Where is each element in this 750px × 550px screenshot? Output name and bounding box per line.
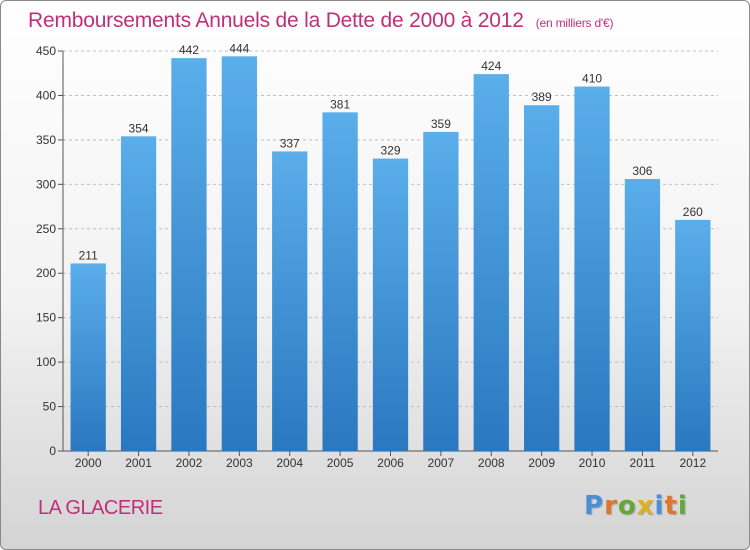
bar [322, 112, 358, 451]
bar-value-label: 354 [129, 121, 149, 135]
bar [675, 219, 711, 451]
x-tick-label: 2002 [176, 456, 203, 470]
y-tick-label: 250 [36, 222, 56, 236]
commune-name: LA GLACERIE [38, 497, 163, 519]
chart-title-text: Remboursements Annuels de la Dette de 20… [28, 9, 524, 32]
bar-value-label: 381 [330, 97, 350, 111]
bar [524, 105, 560, 451]
y-tick-label: 300 [36, 177, 56, 191]
bars [70, 56, 711, 452]
logo-letter: r [604, 491, 618, 521]
bar-value-label: 306 [632, 164, 652, 178]
bar [171, 58, 207, 451]
logo-letter: o [617, 491, 637, 521]
x-tick-label: 2009 [528, 456, 555, 470]
logo-letter: t [664, 491, 678, 521]
y-tick-label: 50 [43, 400, 57, 414]
bar [423, 131, 459, 451]
y-tick-label: 450 [36, 44, 56, 58]
logo-letter: i [677, 491, 688, 521]
y-tick-label: 150 [36, 311, 56, 325]
bar-labels: 211 354 442 444 337 381 329 359 424 389 410 306 260 [79, 41, 704, 262]
bar [221, 56, 257, 451]
bar-value-label: 329 [380, 144, 400, 158]
x-tick-label: 2010 [579, 456, 606, 470]
proxiti-logo: Proxiti [584, 491, 688, 521]
logo-letter: P [584, 491, 605, 521]
bar [70, 263, 106, 451]
logo-letter: i [654, 491, 665, 521]
x-tick-label: 2003 [226, 456, 253, 470]
x-tick-label: 2004 [276, 456, 303, 470]
x-tick-label: 2000 [75, 456, 102, 470]
bar [473, 74, 509, 451]
bar-value-label: 424 [481, 59, 501, 73]
bar [272, 151, 308, 451]
y-tick-label: 0 [49, 444, 56, 458]
y-tick-label: 350 [36, 133, 56, 147]
x-tick-label: 2007 [428, 456, 455, 470]
bar-value-label: 337 [280, 136, 300, 150]
bar-value-label: 444 [229, 41, 249, 55]
logo-letter: x [636, 491, 655, 521]
x-tick-label: 2005 [327, 456, 354, 470]
x-tick-label: 2001 [125, 456, 152, 470]
bar [120, 136, 157, 452]
bar-value-label: 442 [179, 43, 199, 57]
bar-value-label: 359 [431, 117, 451, 131]
x-tick-label: 2006 [377, 456, 404, 470]
bar-value-label: 389 [532, 90, 552, 104]
bar-value-label: 410 [582, 72, 602, 86]
chart-title: Remboursements Annuels de la Dette de 20… [28, 9, 613, 33]
bar-value-label: 260 [683, 205, 703, 219]
bar [372, 158, 409, 452]
bar-value-label: 211 [79, 248, 98, 262]
bar [624, 179, 661, 451]
x-tick-label: 2011 [630, 456, 656, 470]
chart-unit: (en milliers d'€) [535, 16, 614, 30]
y-tick-label: 200 [36, 266, 56, 280]
y-tick-label: 100 [36, 355, 56, 369]
x-tick-label: 2012 [679, 456, 706, 470]
y-tick-label: 400 [36, 88, 56, 102]
bar [574, 86, 610, 452]
x-tick-label: 2008 [478, 456, 505, 470]
